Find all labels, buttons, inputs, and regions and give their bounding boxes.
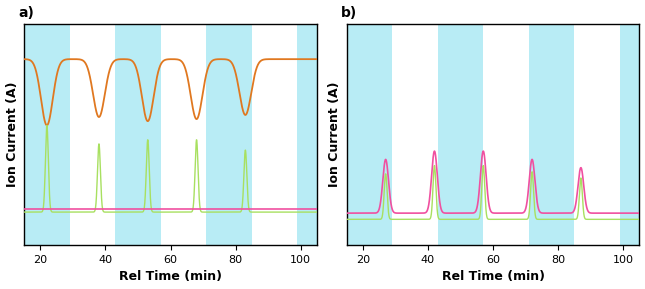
Bar bbox=[620, 24, 645, 245]
Bar bbox=[297, 24, 343, 245]
X-axis label: Rel Time (min): Rel Time (min) bbox=[119, 271, 222, 284]
Y-axis label: Ion Current (A): Ion Current (A) bbox=[328, 82, 341, 187]
Text: a): a) bbox=[18, 5, 34, 20]
Bar bbox=[24, 24, 70, 245]
Bar bbox=[438, 24, 483, 245]
Bar bbox=[206, 24, 252, 245]
Text: b): b) bbox=[341, 5, 357, 20]
Bar bbox=[115, 24, 161, 245]
X-axis label: Rel Time (min): Rel Time (min) bbox=[442, 271, 544, 284]
Bar bbox=[346, 24, 392, 245]
Y-axis label: Ion Current (A): Ion Current (A) bbox=[6, 82, 19, 187]
Bar bbox=[529, 24, 574, 245]
